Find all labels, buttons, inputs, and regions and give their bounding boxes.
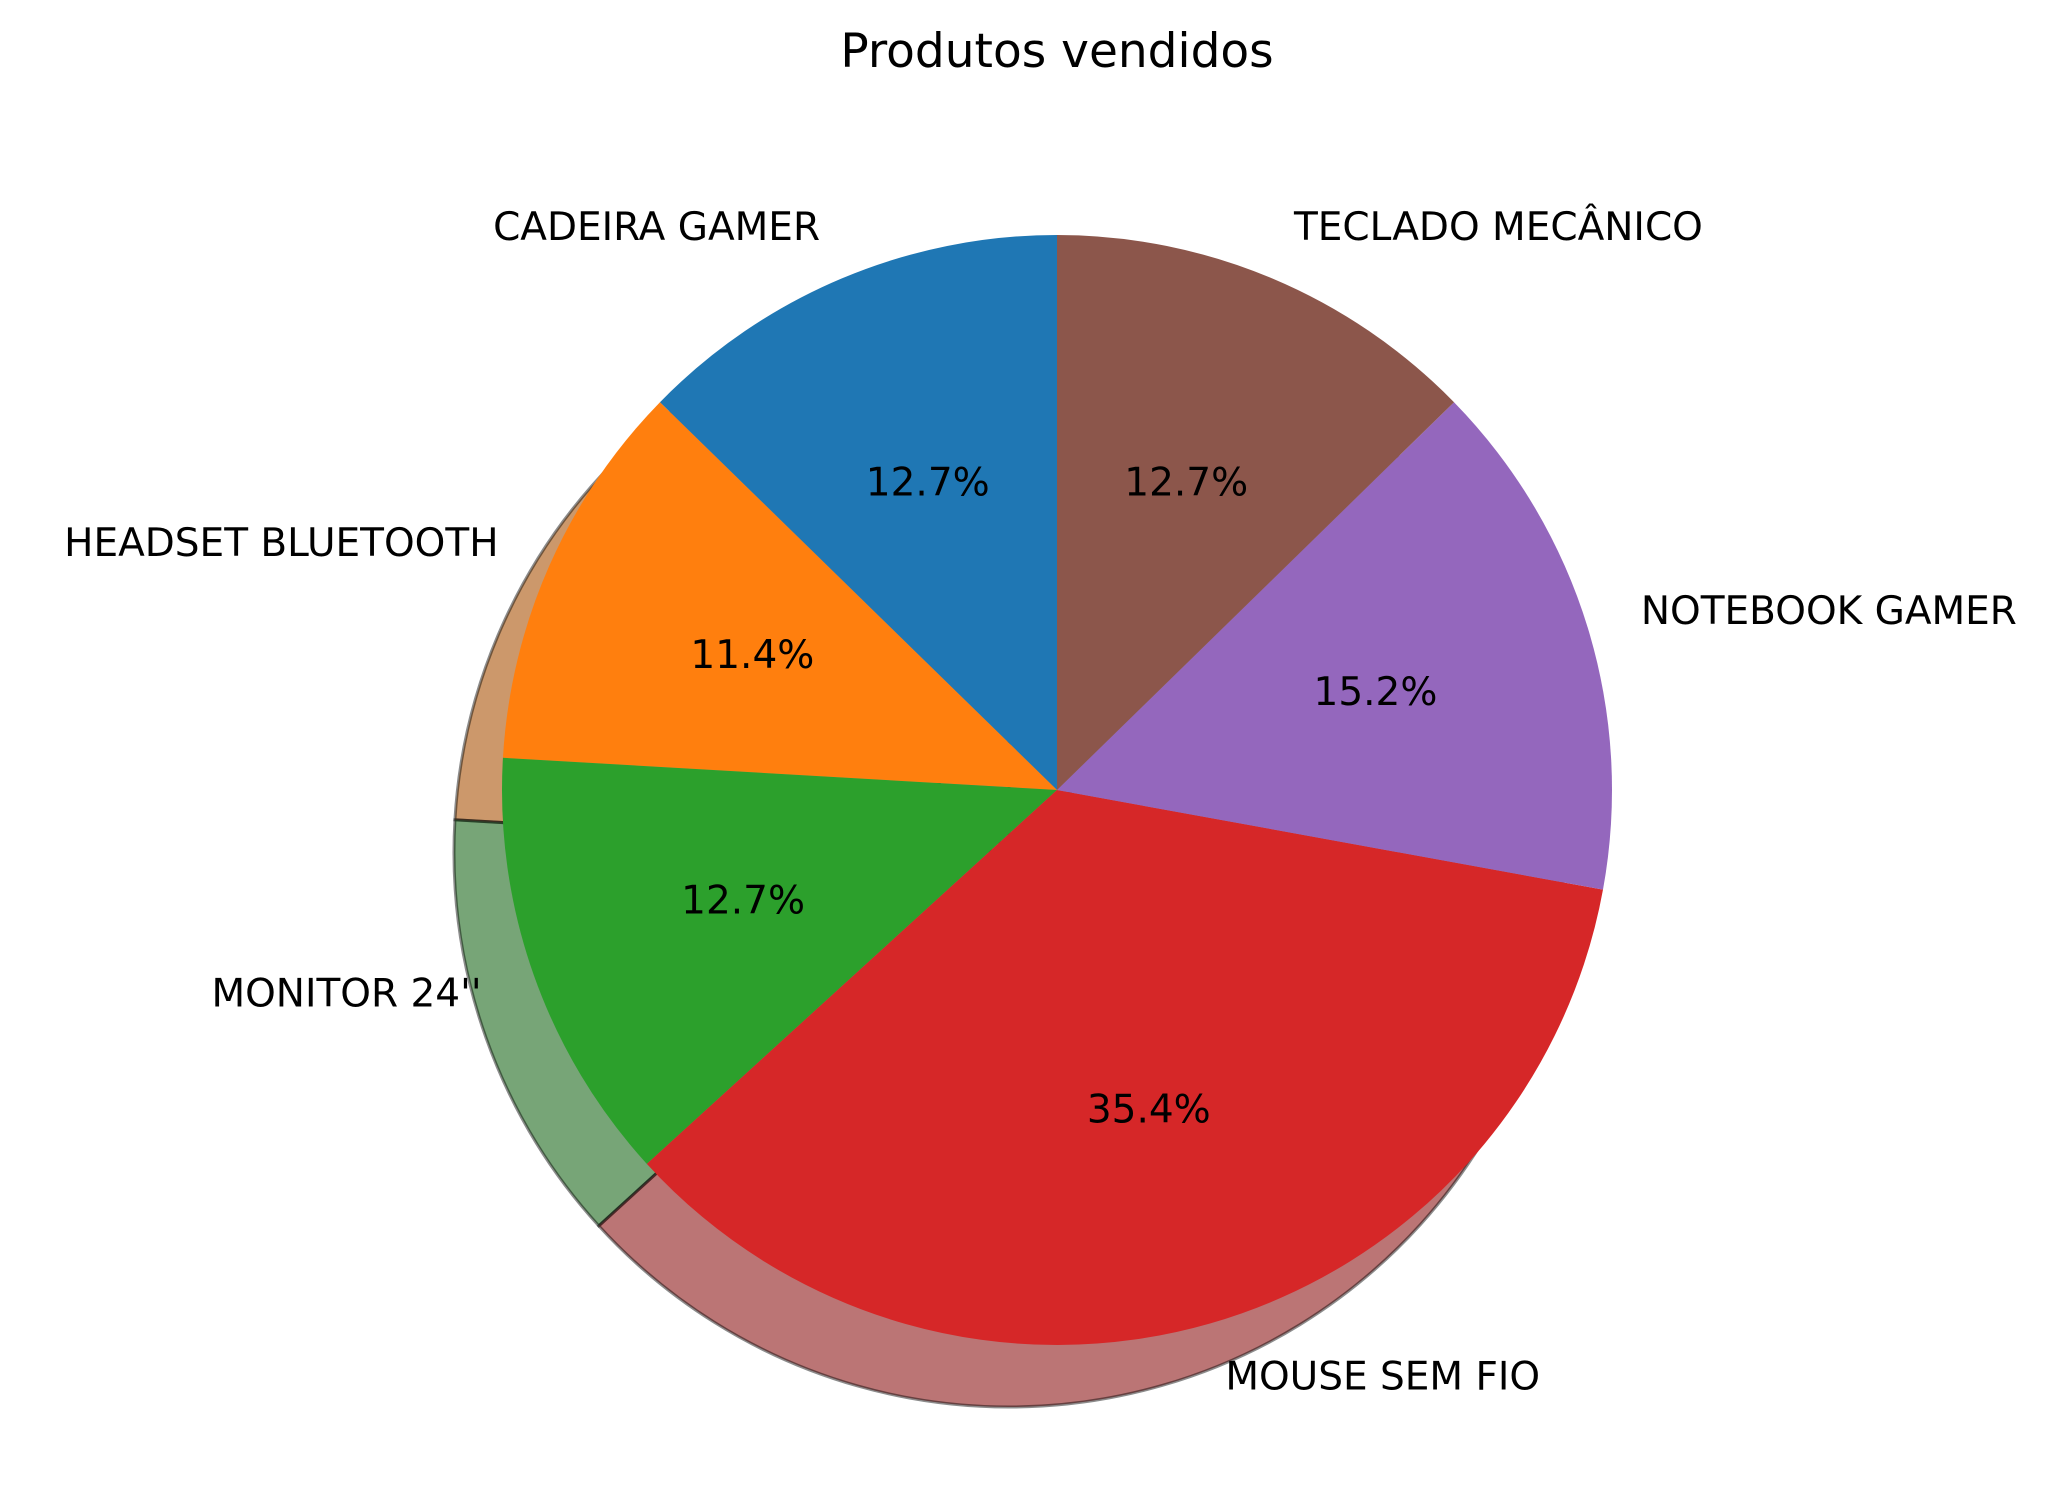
pie-slices (501, 234, 1613, 1346)
value-label-monitor-24: 12.7% (681, 879, 805, 924)
category-label-notebook-gamer: NOTEBOOK GAMER (1641, 589, 2017, 634)
value-label-cadeira-gamer: 12.7% (866, 461, 990, 506)
value-label-headset-bluetooth: 11.4% (690, 633, 814, 678)
slice-mouse-sem-fio (646, 790, 1603, 1346)
category-label-cadeira-gamer: CADEIRA GAMER (493, 205, 820, 250)
value-label-notebook-gamer: 15.2% (1314, 670, 1438, 715)
category-label-mouse-sem-fio: MOUSE SEM FIO (1225, 1354, 1540, 1399)
slice-notebook-gamer (1057, 402, 1613, 890)
pie-labels: CADEIRA GAMER 12.7% HEADSET BLUETOOTH 11.4%… (64, 203, 2017, 1399)
category-label-monitor-24: MONITOR 24'' (211, 971, 481, 1016)
slice-teclado-mec-nico (1057, 234, 1455, 790)
category-label-teclado-mec-nico: TECLADO MECÂNICO (1293, 203, 1703, 250)
slice-cadeira-gamer (659, 235, 1057, 790)
slice-headset-bluetooth (502, 402, 1058, 790)
value-label-teclado-mec-nico: 12.7% (1124, 461, 1248, 506)
category-label-headset-bluetooth: HEADSET BLUETOOTH (64, 521, 498, 566)
chart-title: Produtos vendidos (840, 24, 1273, 79)
value-label-mouse-sem-fio: 35.4% (1087, 1088, 1211, 1133)
slice-monitor-24 (501, 757, 1057, 1164)
